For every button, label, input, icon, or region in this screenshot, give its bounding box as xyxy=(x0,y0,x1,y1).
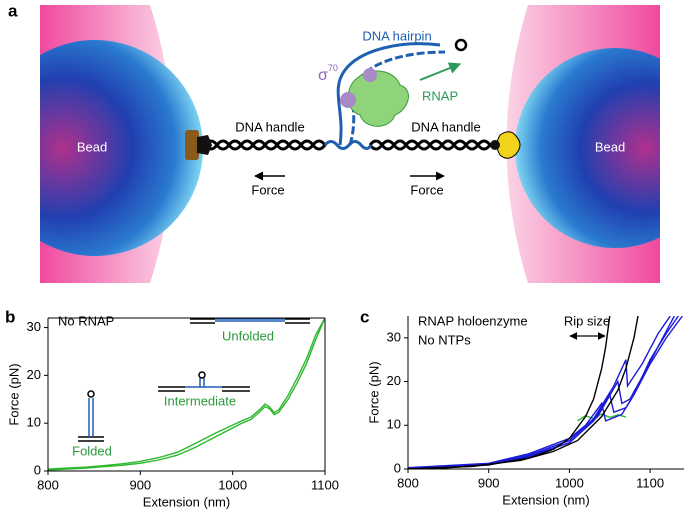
y-tick-label: 10 xyxy=(27,415,41,430)
annotation: Rip size xyxy=(564,313,610,328)
y-tick-label: 10 xyxy=(387,417,401,432)
annotation: Unfolded xyxy=(222,328,274,343)
handle-anchor xyxy=(490,140,500,150)
label: Bead xyxy=(595,139,625,154)
label: DNA handle xyxy=(411,119,480,134)
plot-area xyxy=(48,318,325,471)
y-tick-label: 30 xyxy=(27,319,41,334)
diagram xyxy=(40,5,660,283)
y-tick-label: 0 xyxy=(34,462,41,477)
x-axis-label: Extension (nm) xyxy=(143,494,230,509)
x-tick-label: 800 xyxy=(37,477,59,492)
x-tick-label: 1000 xyxy=(218,477,247,492)
trace xyxy=(408,316,675,469)
label: 70 xyxy=(328,63,338,73)
panel-label: a xyxy=(8,1,18,20)
rnap-arrow xyxy=(419,62,462,81)
y-tick-label: 20 xyxy=(27,367,41,382)
plot-area xyxy=(408,316,683,469)
label: Bead xyxy=(77,139,107,154)
y-axis-label: Force (pN) xyxy=(6,363,21,425)
x-tick-label: 900 xyxy=(478,475,500,490)
y-tick-label: 30 xyxy=(387,329,401,344)
inset-icons xyxy=(78,318,310,442)
x-tick-label: 1100 xyxy=(636,475,664,490)
label: RNAP xyxy=(422,88,458,103)
label: DNA handle xyxy=(235,119,304,134)
bead-right xyxy=(515,48,660,248)
label: Force xyxy=(410,182,443,197)
x-tick-label: 1100 xyxy=(311,477,339,492)
rnap xyxy=(347,70,409,127)
y-axis-label: Force (pN) xyxy=(366,361,381,423)
panel-label: c xyxy=(360,307,369,326)
label: σ xyxy=(318,67,328,84)
x-axis-label: Extension (nm) xyxy=(502,492,589,507)
annotation: Folded xyxy=(72,443,112,458)
dna-hairpin xyxy=(323,42,441,150)
trace xyxy=(408,316,639,469)
trace xyxy=(48,318,325,470)
trace xyxy=(408,316,683,469)
label: σ70 xyxy=(318,63,338,84)
hairpin-loop xyxy=(454,38,468,52)
trace xyxy=(408,316,671,469)
label: Force xyxy=(251,182,284,197)
x-tick-label: 800 xyxy=(397,475,419,490)
handle-anchor xyxy=(185,130,199,160)
dna-handle xyxy=(368,139,492,151)
trace xyxy=(48,318,325,471)
handle-anchor xyxy=(197,135,212,155)
y-tick-label: 0 xyxy=(394,460,401,475)
sigma-factor xyxy=(340,92,356,108)
x-tick-label: 900 xyxy=(129,477,151,492)
annotation: No NTPs xyxy=(418,332,471,347)
label: DNA hairpin xyxy=(362,28,431,43)
annotation: Intermediate xyxy=(164,393,236,408)
sigma-factor xyxy=(363,68,377,82)
bead-left xyxy=(40,40,203,256)
panel-label: b xyxy=(5,307,15,326)
y-tick-label: 20 xyxy=(387,373,401,388)
dna-handle xyxy=(203,139,327,151)
annotation: RNAP holoenzyme xyxy=(418,313,528,328)
annotation: No RNAP xyxy=(58,313,114,328)
x-tick-label: 1000 xyxy=(555,475,584,490)
